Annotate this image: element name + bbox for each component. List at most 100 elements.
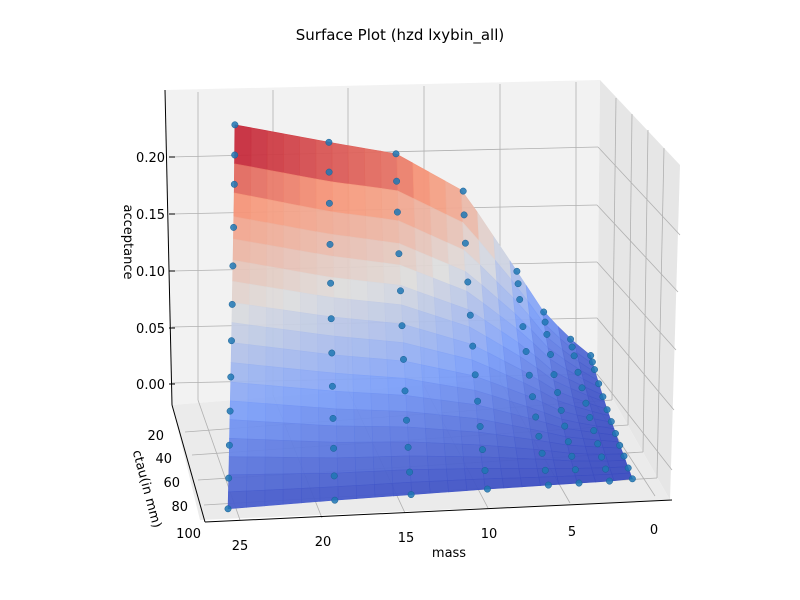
surface-facet — [405, 395, 425, 414]
surface-facet — [282, 422, 302, 442]
surface-facet — [333, 277, 352, 300]
surface-facet — [352, 356, 371, 377]
surface-facet — [374, 482, 394, 498]
surface-facet — [428, 480, 449, 494]
data-point — [535, 432, 543, 440]
surface-facet — [364, 185, 383, 219]
surface-facet — [336, 425, 356, 443]
data-point — [325, 138, 333, 146]
data-point — [469, 342, 477, 350]
x-tick-label: 0 — [650, 523, 658, 538]
z-tick-label: 0.00 — [136, 378, 165, 393]
grid-line — [627, 113, 633, 426]
surface-facet — [403, 360, 423, 382]
surface-facet — [264, 488, 284, 507]
data-point — [395, 250, 403, 258]
tick-labels: 0.00 0.05 0.10 0.15 0.20 20 40 60 80 100 25 20 15 10 5… — [136, 151, 658, 554]
data-point — [561, 422, 569, 430]
surface-facet — [606, 459, 629, 468]
surface-facet — [266, 244, 284, 270]
data-point — [529, 393, 536, 401]
data-point — [330, 444, 338, 452]
data-point — [392, 150, 400, 158]
data-point — [400, 355, 407, 363]
data-point — [514, 280, 522, 288]
z-axis-line — [164, 89, 173, 406]
surface-facet — [282, 329, 301, 352]
surface-facet — [265, 346, 284, 369]
data-point — [229, 262, 237, 270]
surface-facet — [334, 316, 353, 339]
data-point — [570, 352, 578, 360]
data-point — [532, 413, 540, 421]
data-point — [329, 414, 337, 422]
surface-facet — [333, 256, 351, 280]
surface-facet — [234, 124, 252, 168]
surface-facet — [347, 145, 366, 187]
surface-facet — [232, 238, 251, 264]
surface-facet — [404, 378, 424, 399]
data-point — [574, 368, 582, 376]
data-point — [540, 308, 548, 316]
data-point — [326, 240, 334, 248]
data-point — [225, 441, 233, 449]
surface-facet — [283, 172, 301, 207]
data-point — [588, 358, 596, 366]
surface-facet — [464, 468, 485, 481]
surface-facet — [501, 477, 523, 489]
surface-facet — [301, 487, 321, 504]
data-point — [466, 311, 474, 319]
surface-facet — [480, 456, 502, 469]
surface-facet — [348, 213, 367, 240]
surface-facet — [299, 250, 318, 276]
data-point — [522, 348, 530, 355]
surface-facet — [337, 485, 358, 501]
y-tick-label: 80 — [171, 500, 188, 515]
surface-facet — [352, 391, 372, 411]
data-point — [586, 414, 594, 421]
surface-facet — [300, 312, 318, 335]
data-point — [612, 430, 619, 437]
data-point — [461, 239, 469, 247]
surface-facet — [500, 468, 521, 479]
x-tick-label: 10 — [481, 527, 498, 542]
surface-facet — [390, 455, 411, 471]
surface-facet — [229, 419, 249, 440]
surface-facet — [517, 457, 538, 469]
data-point — [325, 168, 333, 176]
x-axis-line — [204, 499, 673, 523]
surface-facet — [249, 219, 268, 246]
data-point — [230, 180, 238, 188]
data-point — [519, 323, 527, 331]
surface-facet — [334, 354, 354, 375]
surface-facet — [283, 247, 301, 273]
surface-facet — [556, 475, 578, 485]
surface-facet — [372, 456, 393, 472]
data-point — [228, 337, 235, 345]
surface-facet — [354, 456, 375, 473]
surface-facet — [498, 457, 520, 469]
data-point — [607, 418, 615, 426]
y-tick-label: 20 — [147, 429, 164, 444]
surface-facet — [246, 489, 266, 508]
data-point — [591, 366, 598, 374]
data-point — [550, 371, 558, 379]
surface-mesh — [227, 124, 633, 510]
surface-facet — [266, 130, 284, 174]
surface-facet — [299, 175, 317, 210]
surface-facet — [247, 383, 267, 404]
surface-facet — [353, 409, 373, 427]
surface-facet — [497, 445, 518, 459]
data-point — [328, 349, 336, 357]
surface-facet — [282, 348, 302, 371]
x-tick-label: 25 — [232, 539, 249, 554]
data-point — [403, 416, 410, 424]
data-point — [464, 278, 472, 286]
surface-facet — [425, 427, 445, 444]
surface-facet — [520, 476, 541, 488]
surface-facet — [371, 426, 391, 443]
surface-facet — [426, 455, 447, 470]
surface-facet — [331, 181, 350, 215]
surface-facet — [283, 133, 301, 177]
